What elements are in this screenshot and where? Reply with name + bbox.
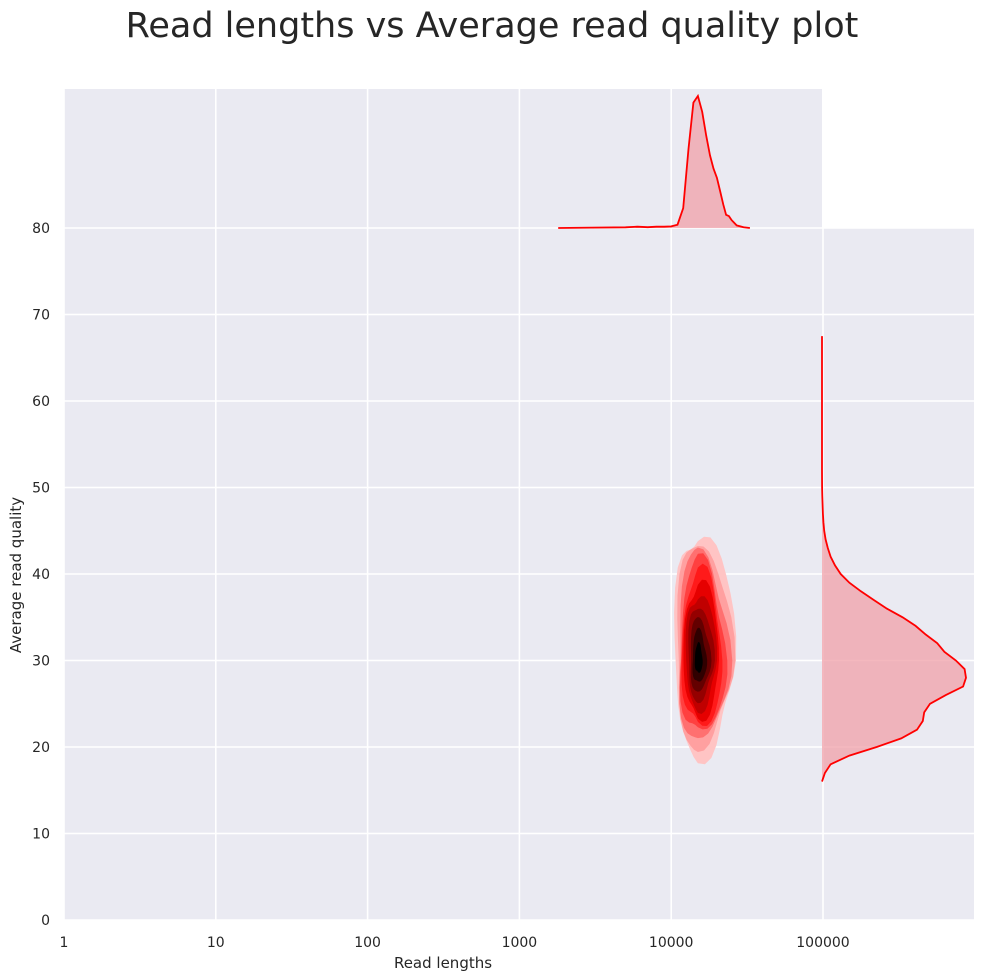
x-tick-label: 100000 <box>796 935 849 951</box>
x-tick-label: 10 <box>207 935 225 951</box>
y-axis-label: Average read quality <box>7 497 25 653</box>
y-tick-label: 30 <box>32 654 50 670</box>
joint-density-contours <box>674 536 737 765</box>
y-tick-label: 40 <box>32 567 50 583</box>
y-tick-label: 60 <box>32 394 50 410</box>
x-tick-labels: 1 10 100 1000 10000 100000 <box>60 935 850 951</box>
marginal-x-density <box>558 93 750 229</box>
marginal-y-density <box>821 336 967 782</box>
y-tick-labels: 0 10 20 30 40 50 60 70 80 <box>32 221 50 929</box>
y-tick-label: 80 <box>32 221 50 237</box>
marginal-y-fill <box>822 336 966 782</box>
x-tick-label: 10000 <box>649 935 694 951</box>
y-tick-label: 20 <box>32 740 50 756</box>
y-tick-label: 10 <box>32 827 50 843</box>
chart-title: Read lengths vs Average read quality plo… <box>126 6 859 46</box>
y-tick-label: 70 <box>32 308 50 324</box>
x-tick-label: 100 <box>354 935 381 951</box>
marginal-x-line <box>558 93 750 229</box>
y-tick-label: 50 <box>32 481 50 497</box>
y-tick-label: 0 <box>41 913 50 929</box>
x-tick-label: 1000 <box>502 935 538 951</box>
x-axis-label: Read lengths <box>394 954 492 972</box>
x-tick-label: 1 <box>60 935 69 951</box>
marginal-x-fill <box>558 96 750 228</box>
density-contour-level <box>694 641 703 673</box>
marginal-y-line <box>821 336 967 782</box>
